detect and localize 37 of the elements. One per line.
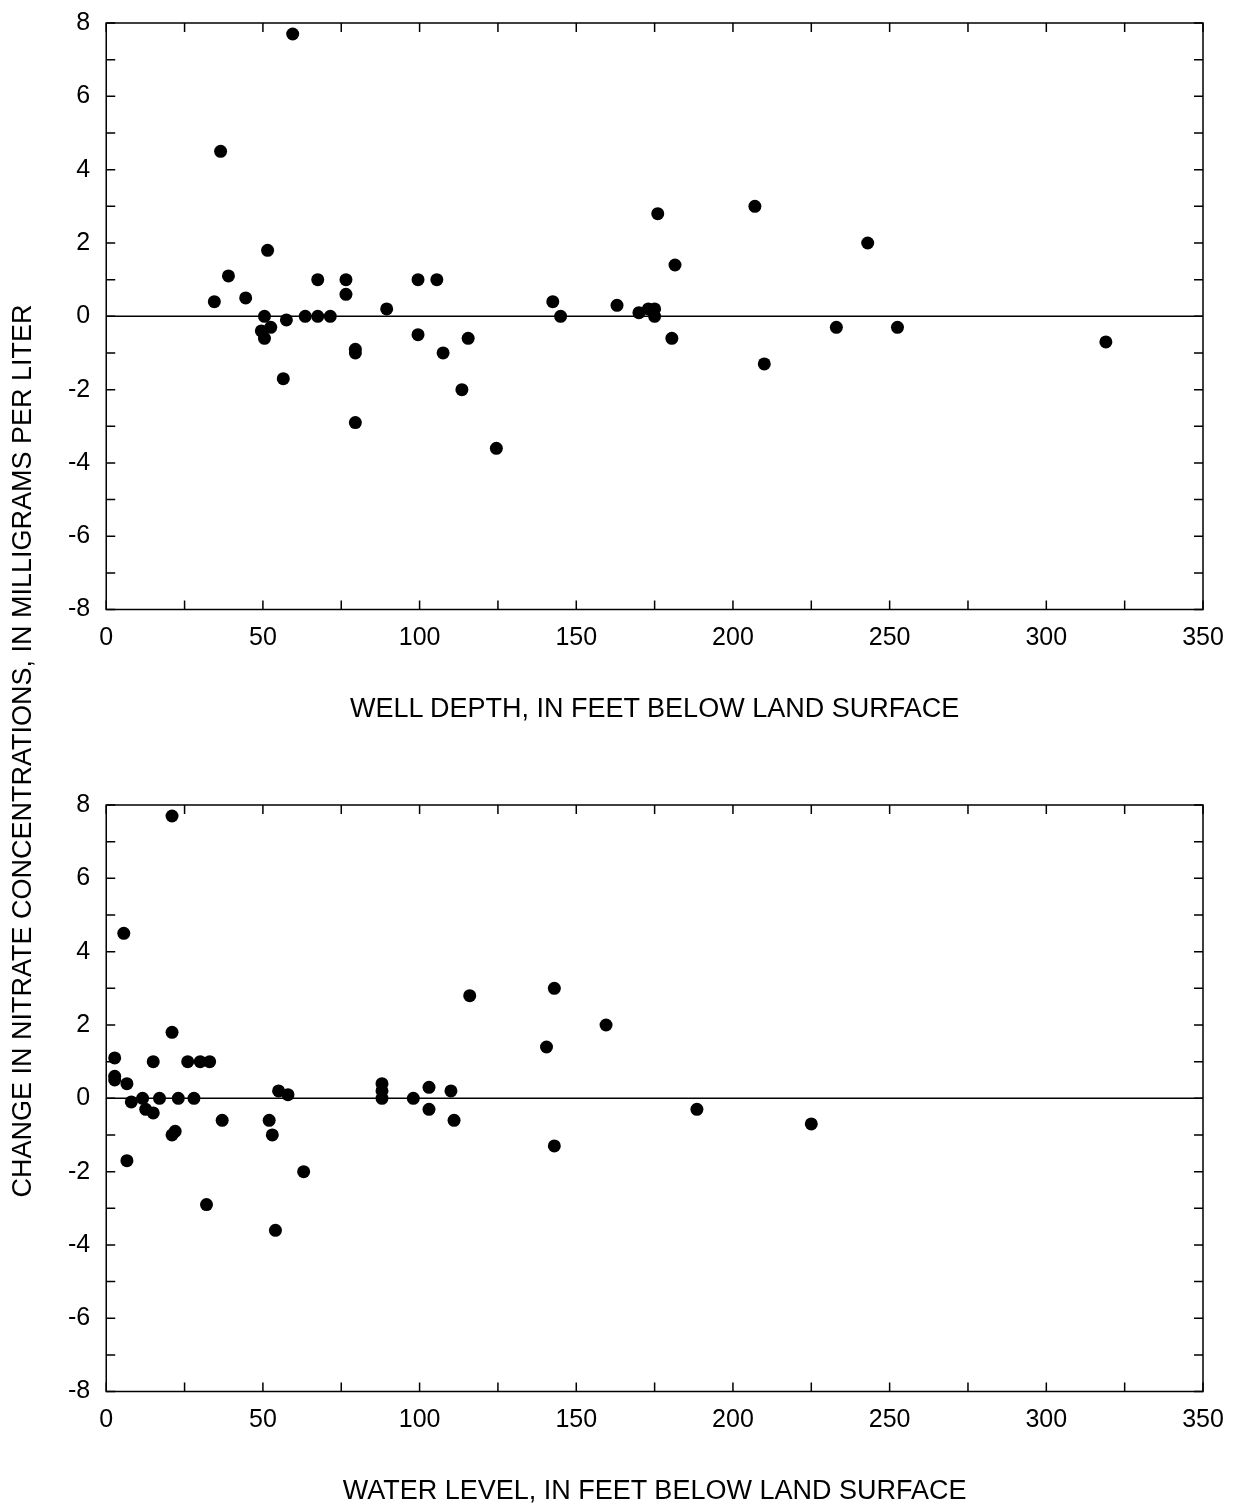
x-tick-label: 150 (555, 1404, 598, 1433)
x-axis-title: WELL DEPTH, IN FEET BELOW LAND SURFACE (350, 693, 960, 724)
y-tick-label: 0 (76, 1082, 91, 1111)
y-tick-label: -6 (67, 520, 91, 549)
x-tick-label: 0 (99, 1404, 114, 1433)
x-tick-label: 250 (868, 622, 911, 651)
y-axis-title: CHANGE IN NITRATE CONCENTRATIONS, IN MILLIGRAMS PER LITER (6, 304, 38, 1198)
x-tick-label: 50 (249, 622, 277, 651)
x-tick-label: 300 (1025, 1404, 1068, 1433)
y-tick-label: -2 (67, 1155, 91, 1184)
x-tick-label: 150 (555, 622, 598, 651)
x-tick-label: 350 (1182, 1404, 1224, 1433)
x-tick-label: 200 (712, 1404, 754, 1433)
x-tick-label: 250 (868, 1404, 911, 1433)
y-tick-label: 6 (76, 80, 91, 109)
y-tick-label: 0 (76, 300, 91, 329)
y-tick-label: 4 (76, 153, 91, 182)
x-tick-label: 50 (249, 1404, 277, 1433)
x-tick-label: 0 (99, 622, 114, 651)
y-tick-label: 8 (76, 6, 91, 35)
y-tick-label: -6 (67, 1302, 91, 1331)
x-tick-label: 300 (1025, 622, 1068, 651)
y-tick-label: -8 (67, 1375, 91, 1404)
x-tick-label: 100 (398, 1404, 441, 1433)
y-tick-label: -4 (67, 446, 91, 475)
x-tick-label: 350 (1182, 622, 1224, 651)
y-tick-label: 6 (76, 862, 91, 891)
x-tick-label: 100 (398, 622, 441, 651)
y-tick-label: 2 (76, 226, 91, 255)
y-tick-label: -4 (67, 1228, 91, 1257)
y-tick-label: 8 (76, 788, 91, 817)
y-tick-label: 4 (76, 935, 91, 964)
x-tick-label: 200 (712, 622, 754, 651)
y-tick-label: 2 (76, 1008, 91, 1037)
y-tick-label: -8 (67, 593, 91, 622)
x-axis-title: WATER LEVEL, IN FEET BELOW LAND SURFACE (342, 1475, 967, 1503)
y-tick-label: -2 (67, 373, 91, 402)
